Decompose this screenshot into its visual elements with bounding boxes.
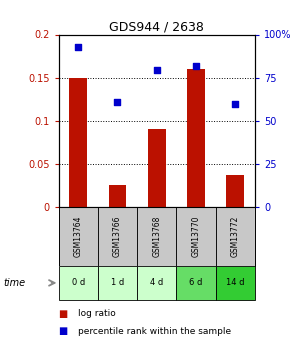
Text: GSM13768: GSM13768 (152, 216, 161, 257)
Bar (109, 186, 126, 207)
Point (194, 63, 198, 68)
Bar (148, 129, 166, 207)
Bar (216, 266, 255, 300)
Bar (137, 266, 176, 300)
Text: 0 d: 0 d (71, 278, 85, 287)
Bar (226, 175, 244, 207)
Bar (176, 266, 216, 300)
Bar (216, 207, 255, 266)
Text: 14 d: 14 d (226, 278, 245, 287)
Text: 1 d: 1 d (111, 278, 124, 287)
Text: time: time (3, 278, 25, 288)
Bar (137, 207, 176, 266)
Point (154, 67, 159, 73)
Point (233, 101, 238, 107)
Text: ■: ■ (59, 326, 68, 336)
Title: GDS944 / 2638: GDS944 / 2638 (109, 20, 204, 33)
Bar (176, 207, 216, 266)
Text: ■: ■ (59, 309, 68, 319)
Bar (98, 207, 137, 266)
Text: GSM13770: GSM13770 (192, 216, 200, 257)
Bar (59, 207, 98, 266)
Text: 6 d: 6 d (189, 278, 203, 287)
Bar (98, 266, 137, 300)
Text: GSM13766: GSM13766 (113, 216, 122, 257)
Text: percentile rank within the sample: percentile rank within the sample (78, 327, 231, 336)
Bar (59, 266, 98, 300)
Text: GSM13772: GSM13772 (231, 216, 240, 257)
Bar (69, 78, 87, 207)
Text: GSM13764: GSM13764 (74, 216, 83, 257)
Text: log ratio: log ratio (78, 309, 115, 318)
Bar (187, 69, 205, 207)
Point (115, 99, 120, 105)
Point (76, 45, 81, 50)
Text: 4 d: 4 d (150, 278, 163, 287)
